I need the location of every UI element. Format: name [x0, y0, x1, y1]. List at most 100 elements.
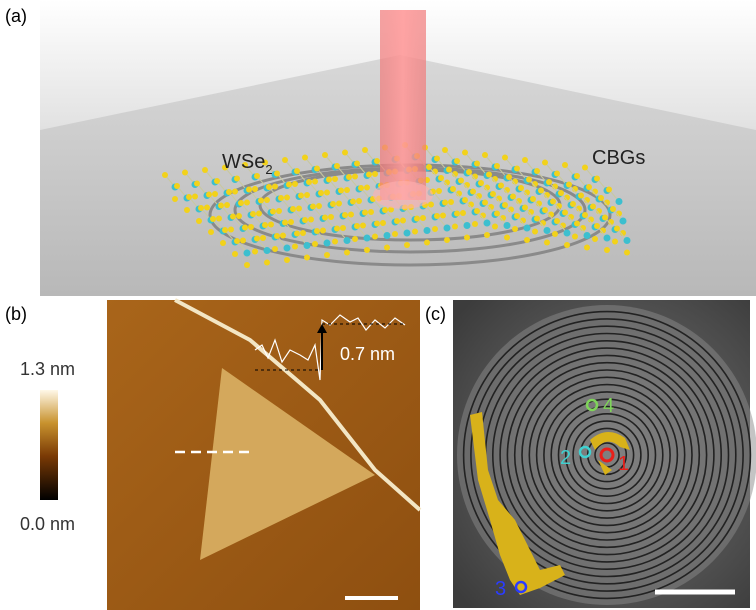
- se-atom: [244, 262, 250, 268]
- se-atom: [192, 193, 198, 200]
- se-atom: [220, 240, 226, 246]
- se-atom: [238, 200, 244, 206]
- panel-label: (c): [425, 304, 446, 324]
- grating-ring: [528, 376, 686, 534]
- se-atom: [586, 184, 592, 190]
- se-atom: [592, 236, 598, 242]
- se-atom: [316, 203, 322, 209]
- se-atom: [252, 248, 258, 255]
- se-atom: [594, 175, 600, 182]
- w-atom: [523, 224, 531, 232]
- flake-region: [598, 460, 612, 475]
- se-atom: [248, 224, 254, 230]
- se-atom: [214, 178, 220, 184]
- se-atom: [222, 227, 228, 233]
- material-subscript: 2: [265, 162, 272, 177]
- se-atom: [558, 190, 564, 196]
- se-atom: [526, 176, 532, 183]
- se-atom: [352, 173, 358, 180]
- se-atom: [424, 239, 430, 246]
- se-atom: [574, 220, 580, 227]
- grating-ring: [535, 383, 679, 527]
- se-atom: [240, 237, 246, 244]
- se-atom: [174, 183, 180, 189]
- se-atom: [278, 195, 284, 201]
- se-atom: [562, 162, 568, 168]
- se-atom: [314, 228, 320, 234]
- se-atom: [186, 194, 192, 200]
- w-atom: [303, 242, 311, 249]
- laser-spot: [373, 181, 433, 209]
- se-atom: [542, 159, 548, 166]
- se-atom: [230, 213, 236, 220]
- marker-label: 3: [495, 578, 506, 600]
- se-atom: [452, 223, 458, 230]
- se-atom: [550, 198, 556, 205]
- se-atom: [510, 193, 516, 200]
- se-atom: [324, 252, 330, 258]
- se-atom: [274, 170, 280, 177]
- se-atom: [478, 180, 484, 186]
- se-atom: [360, 222, 366, 229]
- w-atom: [615, 198, 623, 205]
- se-atom: [574, 173, 580, 179]
- se-atom: [610, 206, 616, 212]
- se-atom: [296, 205, 302, 212]
- se-atom: [546, 179, 552, 185]
- se-atom: [394, 218, 400, 224]
- se-atom: [506, 174, 512, 180]
- se-atom: [486, 171, 492, 178]
- se-atom: [306, 179, 312, 185]
- se-atom: [490, 191, 496, 197]
- marker-label: 2: [560, 447, 571, 469]
- se-atom: [472, 221, 478, 227]
- se-atom: [256, 210, 262, 217]
- grating-ring: [491, 339, 722, 570]
- se-atom: [458, 177, 464, 184]
- se-atom: [352, 236, 358, 242]
- se-atom: [554, 170, 560, 177]
- grating-ring: [521, 369, 693, 541]
- se-atom: [364, 184, 370, 191]
- se-atom: [404, 242, 410, 248]
- se-atom: [222, 164, 228, 171]
- se-atom: [232, 188, 238, 195]
- se-atom: [570, 201, 576, 207]
- se-atom: [292, 181, 298, 187]
- se-atom: [304, 192, 310, 198]
- se-atom: [224, 202, 230, 208]
- se-atom: [344, 187, 350, 193]
- se-atom: [322, 214, 328, 221]
- se-atom: [466, 169, 472, 175]
- se-atom: [302, 217, 308, 223]
- se-atom: [498, 182, 504, 189]
- se-atom: [454, 210, 460, 217]
- se-atom: [332, 176, 338, 182]
- w-atom: [483, 219, 491, 227]
- se-atom: [392, 231, 398, 237]
- se-atom: [356, 198, 362, 204]
- se-atom: [302, 154, 308, 161]
- se-atom: [530, 196, 536, 202]
- se-atom: [534, 215, 540, 222]
- w-atom: [343, 237, 351, 244]
- colorbar-min: 0.0 nm: [20, 514, 75, 534]
- se-atom: [242, 224, 248, 231]
- se-atom: [342, 149, 348, 156]
- flake: [200, 368, 375, 560]
- se-atom: [504, 234, 510, 241]
- se-atom: [532, 228, 538, 235]
- se-atom: [420, 215, 426, 221]
- se-atom: [270, 208, 276, 215]
- se-atom: [184, 207, 190, 213]
- grating-ring: [513, 361, 701, 549]
- w-atom: [423, 227, 431, 234]
- se-atom: [362, 147, 368, 153]
- se-atom: [342, 212, 348, 218]
- se-atom: [234, 238, 240, 244]
- se-atom: [358, 185, 364, 191]
- se-atom: [304, 254, 310, 261]
- se-atom: [274, 233, 280, 239]
- se-atom: [204, 204, 210, 211]
